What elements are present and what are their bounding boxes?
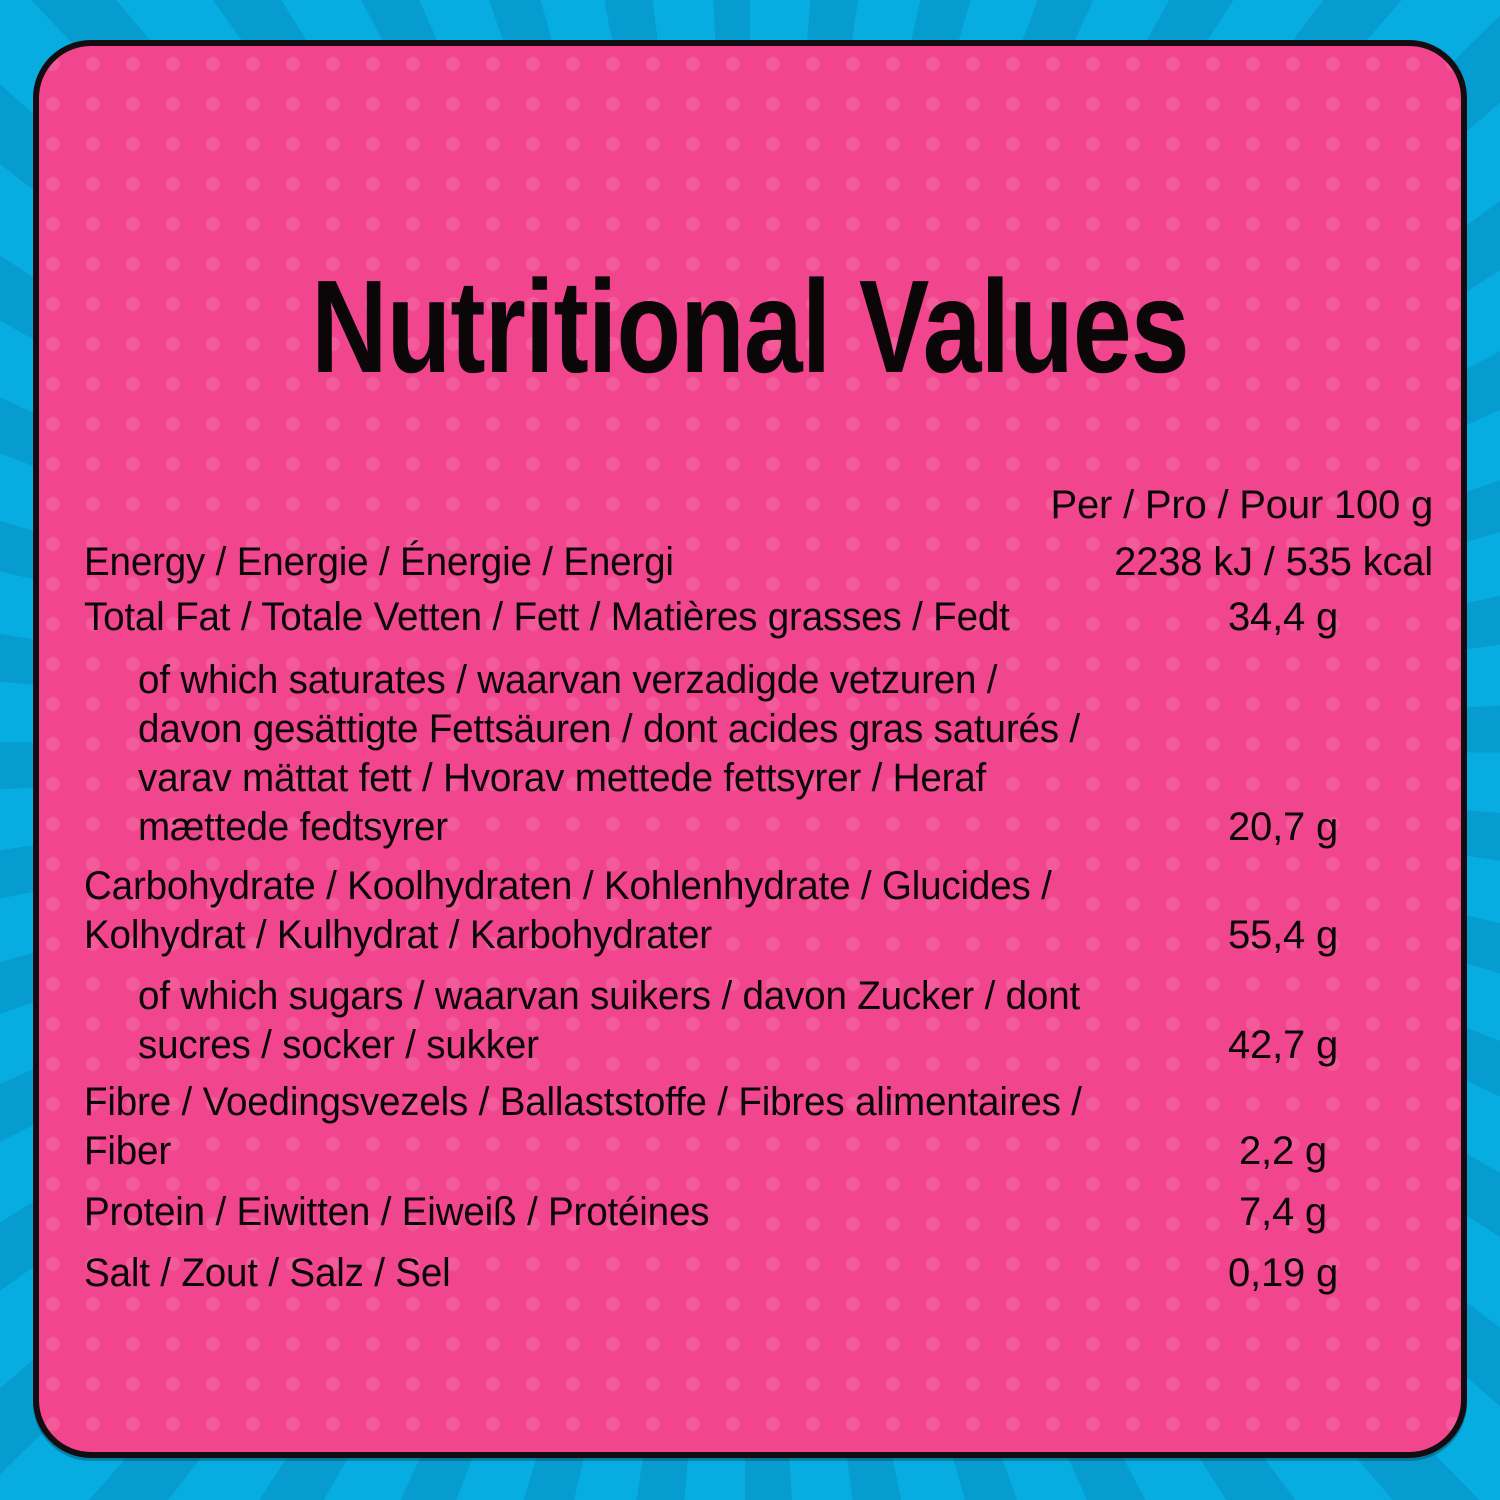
- nutrient-value-fibre: 2,2 g: [1239, 1129, 1327, 1173]
- table-row: Energy / Energie / Énergie / Energi 2238…: [84, 538, 1433, 587]
- nutrient-value-protein: 7,4 g: [1239, 1190, 1327, 1234]
- nutrient-label-total-fat: Total Fat / Totale Vetten / Fett / Matiè…: [84, 595, 1010, 639]
- nutrition-table: Per / Pro / Pour 100 g Energy / Energie …: [84, 478, 1433, 1298]
- table-row: of which sugars / waarvan suikers / davo…: [84, 972, 1433, 1070]
- table-row: Protein / Eiwitten / Eiweiß / Protéines …: [84, 1188, 1433, 1237]
- table-row: Carbohydrate / Koolhydraten / Kohlenhydr…: [84, 862, 1433, 960]
- table-row: Salt / Zout / Salz / Sel 0,19 g: [84, 1249, 1433, 1298]
- page-title: Nutritional Values: [311, 253, 1189, 400]
- nutrient-label-sugars: of which sugars / waarvan suikers / davo…: [138, 974, 1081, 1067]
- nutrient-label-saturates: of which saturates / waarvan verzadigde …: [138, 658, 1080, 849]
- nutrient-value-saturates: 20,7 g: [1227, 805, 1338, 849]
- nutrient-value-carbohydrate: 55,4 g: [1227, 913, 1338, 957]
- column-header-per-100g: Per / Pro / Pour 100 g: [1050, 483, 1434, 527]
- nutrient-value-sugars: 42,7 g: [1227, 1023, 1338, 1067]
- nutrient-label-fibre: Fibre / Voedingsvezels / Ballaststoffe /…: [84, 1080, 1082, 1173]
- table-row: of which saturates / waarvan verzadigde …: [84, 656, 1433, 852]
- nutrient-label-protein: Protein / Eiwitten / Eiweiß / Protéines: [84, 1190, 710, 1234]
- nutrient-value-energy: 2238 kJ / 535 kcal: [1114, 540, 1433, 584]
- nutrient-value-salt: 0,19 g: [1227, 1251, 1338, 1295]
- nutrition-card: Nutritional Values Per / Pro / Pour 100 …: [33, 40, 1467, 1458]
- nutrient-label-salt: Salt / Zout / Salz / Sel: [84, 1251, 451, 1295]
- nutrient-label-energy: Energy / Energie / Énergie / Energi: [84, 540, 674, 584]
- nutrient-label-carbohydrate: Carbohydrate / Koolhydraten / Kohlenhydr…: [84, 864, 1052, 957]
- nutrient-value-total-fat: 34,4 g: [1227, 595, 1338, 639]
- table-header-row: Per / Pro / Pour 100 g: [84, 478, 1434, 532]
- table-row: Total Fat / Totale Vetten / Fett / Matiè…: [84, 593, 1433, 642]
- table-row: Fibre / Voedingsvezels / Ballaststoffe /…: [84, 1078, 1433, 1176]
